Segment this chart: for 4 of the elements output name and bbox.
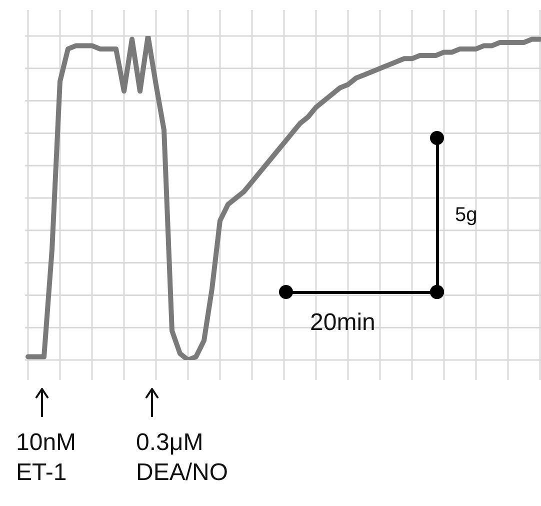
annotation: 5g (455, 203, 478, 228)
text: 0.3μM DEA/NO (136, 428, 230, 488)
text: 10nM ET-1 (16, 428, 78, 488)
annotation: 20min (310, 308, 376, 338)
